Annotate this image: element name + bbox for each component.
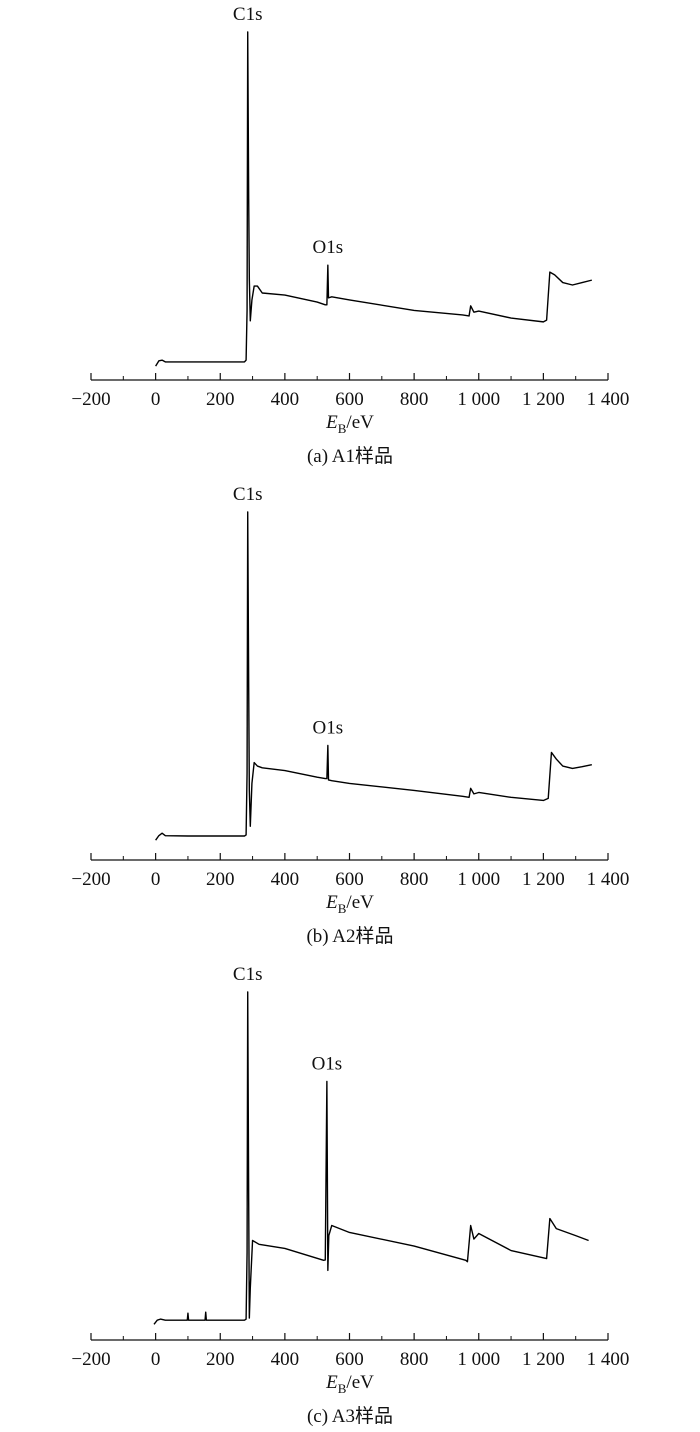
x-tick-label: 1 200 [522,869,565,890]
x-tick-label: 1 000 [457,1349,500,1370]
spectrum-line [155,31,593,367]
caption: (c) A3样品 [307,1405,393,1427]
x-tick-label: 1 000 [457,869,500,890]
x-tick-label: 400 [271,1349,300,1370]
x-label-unit: /eV [346,412,374,433]
peak-label: O1s [312,1053,343,1074]
x-label-subscript: B [338,421,347,436]
x-tick-label: 1 400 [587,389,630,410]
chart-panel: −200 0 200 400 600 800 1 000 1 200 1 400 EB/eV (b)… [71,484,629,947]
x-label-symbol: E [325,1372,338,1393]
chart-panel: −200 0 200 400 600 800 1 000 1 200 1 400 EB/eV (c)… [71,964,629,1427]
x-label-unit: /eV [346,1372,374,1393]
x-tick-label: 600 [335,1349,364,1370]
x-tick-label: 800 [400,389,429,410]
x-tick-label: 800 [400,1349,429,1370]
peak-label: C1s [233,4,263,25]
x-tick-label: 1 000 [457,389,500,410]
x-tick-label: 1 400 [587,1349,630,1370]
x-tick-label: 0 [151,1349,161,1370]
caption: (b) A2样品 [306,925,393,947]
x-tick-label: 1 200 [522,389,565,410]
x-tick-label: 1 200 [522,1349,565,1370]
x-label-subscript: B [338,901,347,916]
x-tick-label: 200 [206,1349,235,1370]
peak-label: O1s [313,718,344,739]
peak-label: O1s [313,237,344,258]
x-axis-label: EB/eV [325,892,374,916]
x-tick-label: 0 [151,869,161,890]
spectrum-line [155,511,592,841]
x-label-unit: /eV [346,892,374,913]
x-axis-label: EB/eV [325,412,374,436]
x-tick-label: 400 [271,869,300,890]
x-tick-label: 400 [271,389,300,410]
x-tick-label: 0 [151,389,161,410]
x-tick-label: 600 [335,389,364,410]
spectrum-line [153,991,589,1325]
x-tick-label: −200 [71,1349,110,1370]
x-axis-label: EB/eV [325,1372,374,1396]
chart-panel: −200 0 200 400 600 800 1 000 1 200 1 400 EB/eV (a)… [71,4,629,467]
x-label-subscript: B [338,1381,347,1396]
x-tick-label: −200 [71,869,110,890]
x-label-symbol: E [325,412,338,433]
peak-label: C1s [233,964,263,985]
x-tick-label: 200 [206,869,235,890]
peak-label: C1s [233,484,263,505]
caption: (a) A1样品 [307,445,393,467]
x-tick-label: −200 [71,389,110,410]
x-tick-label: 800 [400,869,429,890]
x-tick-label: 1 400 [587,869,630,890]
x-label-symbol: E [325,892,338,913]
x-tick-label: 200 [206,389,235,410]
x-tick-label: 600 [335,869,364,890]
